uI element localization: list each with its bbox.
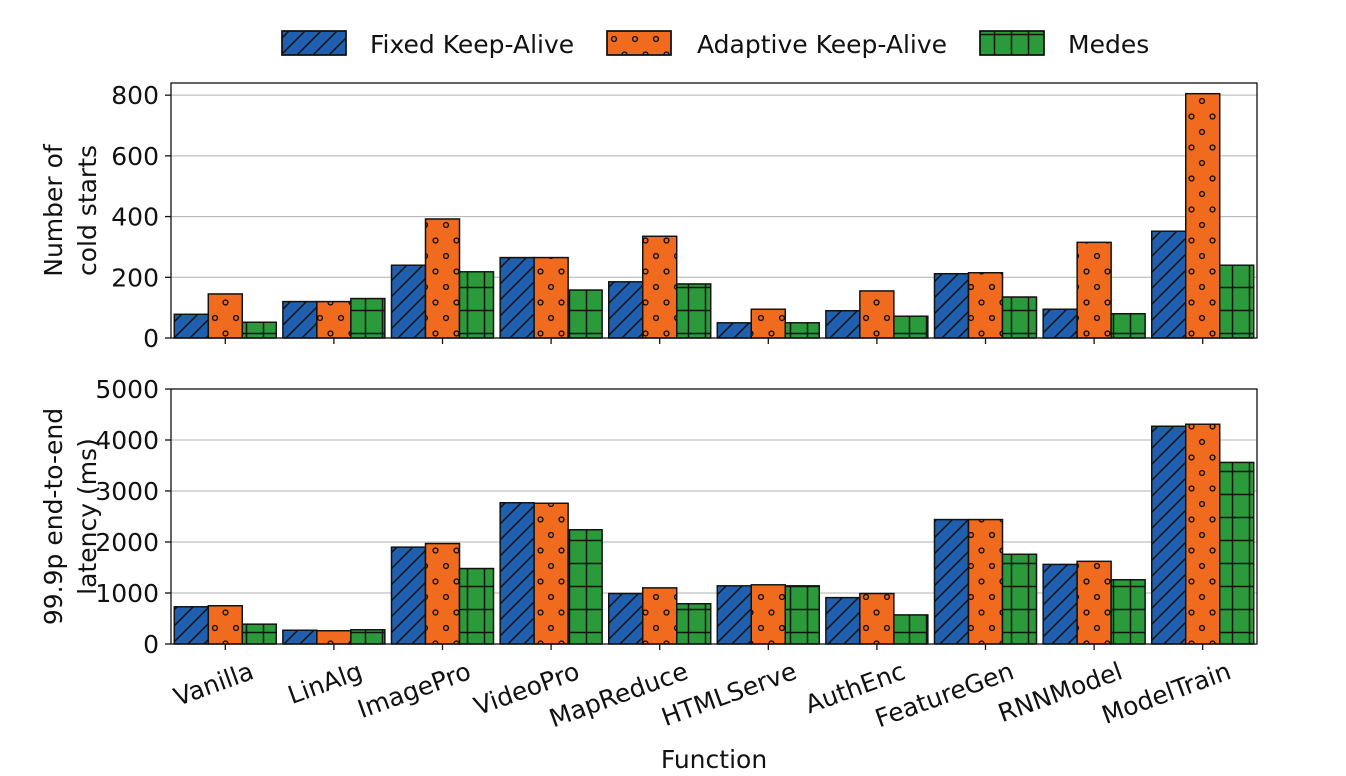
- bar-pattern-fixed: [1151, 230, 1187, 339]
- bar-pattern-adaptive: [642, 587, 678, 645]
- bar-pattern-medes: [893, 614, 929, 645]
- bar-pattern-fixed: [825, 596, 861, 645]
- bar-pattern-medes: [1001, 296, 1038, 339]
- y-tick-label: 5000: [95, 375, 159, 404]
- bar-pattern-fixed: [608, 281, 644, 339]
- bar-pattern-adaptive: [207, 293, 243, 339]
- legend-label-medes: Medes: [1068, 30, 1149, 59]
- bar-pattern-adaptive: [967, 518, 1004, 645]
- bar-pattern-adaptive: [1185, 92, 1221, 339]
- y-tick-label: 2000: [95, 528, 159, 557]
- bar-pattern-medes: [241, 321, 277, 339]
- bar-pattern-adaptive: [750, 584, 786, 645]
- y-tick-label: 600: [111, 142, 159, 171]
- bar-pattern-adaptive: [750, 308, 786, 339]
- bar-pattern-fixed: [608, 592, 644, 645]
- latency-panel: 0 1000 2000 3000 4000 5000 99.9p end-to-end lat…: [39, 375, 1258, 659]
- bar-pattern-medes: [893, 315, 929, 339]
- bar-pattern-fixed: [716, 322, 752, 339]
- y-tick-label: 400: [111, 203, 159, 232]
- bar-pattern-fixed: [390, 546, 427, 645]
- bar-pattern-medes: [350, 629, 386, 645]
- bar-pattern-medes: [1219, 264, 1255, 339]
- bar-pattern-medes: [241, 623, 277, 645]
- y-tick-label: 200: [111, 263, 159, 292]
- bar-pattern-fixed: [282, 300, 318, 339]
- y-tick-label: 0: [143, 630, 159, 659]
- bar-pattern-fixed: [716, 585, 752, 645]
- bar-pattern-fixed: [390, 264, 427, 339]
- bar-pattern-adaptive: [316, 300, 352, 339]
- bar-pattern-medes: [1110, 313, 1146, 339]
- bar-pattern-medes: [567, 289, 603, 339]
- y-axis-title: Number of: [39, 143, 68, 277]
- x-tick-label: LinAlg: [284, 656, 366, 709]
- x-axis-title: Function: [661, 745, 767, 774]
- bar-pattern-adaptive: [859, 592, 895, 645]
- bar-pattern-adaptive: [859, 290, 895, 339]
- bar-pattern-fixed: [1042, 563, 1078, 645]
- bar-pattern-fixed: [499, 502, 535, 645]
- legend-swatch-pattern-fixed: [281, 30, 347, 56]
- bar-pattern-medes: [1110, 579, 1146, 645]
- bar-pattern-adaptive: [1076, 241, 1112, 339]
- y-tick-label: 800: [111, 81, 159, 110]
- legend-item-fixed: Fixed Keep-Alive: [281, 30, 574, 59]
- bar-pattern-medes: [458, 271, 495, 339]
- y-tick-label: 0: [143, 324, 159, 353]
- bar-pattern-fixed: [1042, 308, 1078, 339]
- legend-item-adaptive: Adaptive Keep-Alive: [606, 30, 947, 59]
- legend-swatch-pattern-medes: [979, 30, 1045, 56]
- y-axis-title: 99.9p end-to-end: [39, 408, 68, 625]
- bar-pattern-adaptive: [533, 256, 569, 339]
- x-tick-label: Vanilla: [170, 656, 257, 711]
- bar-pattern-medes: [567, 529, 603, 645]
- y-axis-title: cold starts: [73, 145, 102, 276]
- bar-pattern-medes: [1219, 461, 1255, 645]
- bar-pattern-fixed: [1151, 425, 1187, 645]
- bar-pattern-medes: [676, 283, 712, 339]
- bar-pattern-adaptive: [1076, 560, 1112, 645]
- bar-pattern-medes: [458, 567, 495, 645]
- y-axis-title: latency (ms): [73, 438, 102, 595]
- bar-pattern-adaptive: [967, 272, 1004, 339]
- plot-frame: [170, 82, 1258, 339]
- x-tick-label: ImagePro: [354, 656, 475, 724]
- cold-starts-panel: 0 200 400 600 800 Number of cold starts: [39, 81, 1258, 353]
- y-tick-label: 3000: [95, 477, 159, 506]
- bar-pattern-fixed: [499, 256, 535, 339]
- bar-pattern-adaptive: [424, 218, 461, 339]
- legend-item-medes: Medes: [979, 30, 1149, 59]
- bar-pattern-adaptive: [533, 502, 569, 645]
- bar-pattern-medes: [1001, 553, 1038, 645]
- bar-pattern-adaptive: [1185, 423, 1221, 645]
- bar-pattern-adaptive: [642, 235, 678, 339]
- y-tick-label: 1000: [95, 579, 159, 608]
- legend-label-adaptive: Adaptive Keep-Alive: [697, 30, 947, 59]
- bar-pattern-medes: [784, 585, 820, 645]
- bar-pattern-adaptive: [207, 605, 243, 645]
- legend: Fixed Keep-Alive Adaptive Keep-Alive Med…: [281, 30, 1149, 59]
- category-labels: Vanilla LinAlgImageProVideoProMapReduceHT…: [170, 656, 1235, 733]
- bar-pattern-fixed: [825, 310, 861, 339]
- bar-pattern-medes: [784, 322, 820, 339]
- bar-pattern-adaptive: [316, 630, 352, 645]
- legend-swatch-pattern-adaptive: [606, 30, 672, 56]
- bar-pattern-fixed: [282, 629, 318, 645]
- plot-frame: [170, 388, 1258, 645]
- y-tick-label: 4000: [95, 426, 159, 455]
- bar-pattern-fixed: [933, 518, 970, 645]
- bar-pattern-adaptive: [424, 542, 461, 645]
- legend-label-fixed: Fixed Keep-Alive: [370, 30, 574, 59]
- bar-pattern-medes: [676, 603, 712, 645]
- bar-pattern-medes: [350, 297, 386, 339]
- bar-pattern-fixed: [173, 313, 209, 339]
- bar-pattern-fixed: [933, 272, 970, 339]
- bar-pattern-fixed: [173, 606, 209, 645]
